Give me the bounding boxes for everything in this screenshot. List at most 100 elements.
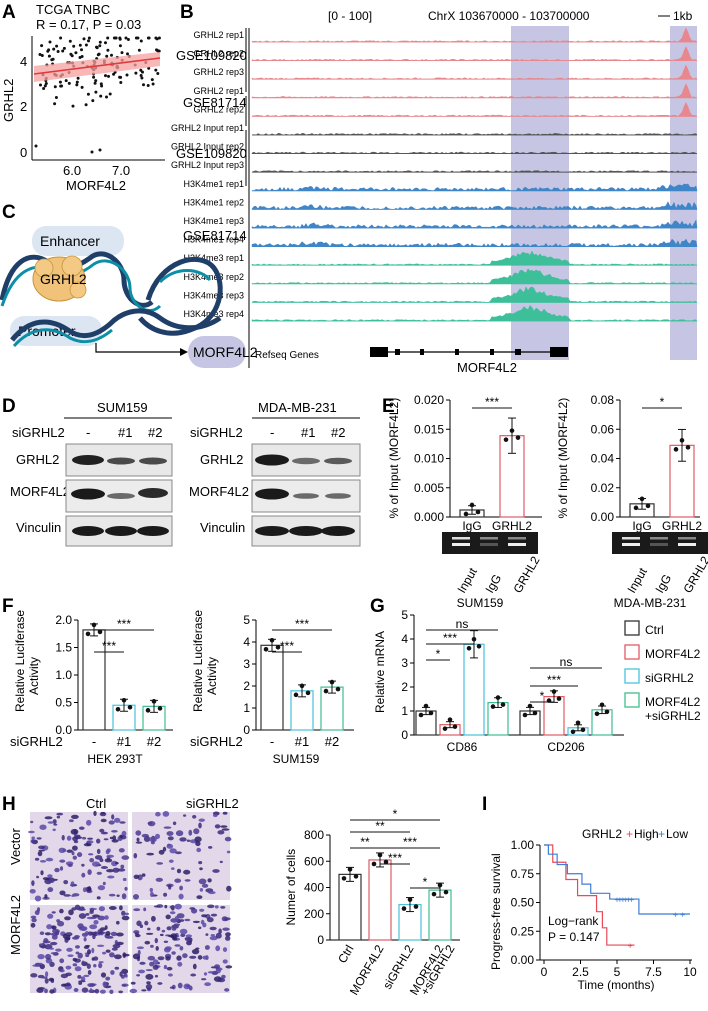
y-tick-label: 0.010 [414,452,444,466]
stained-cell [89,907,98,911]
scatter-point [107,74,110,78]
sig-label: *** [388,851,402,865]
stained-cell [71,907,77,911]
sig-label: * [540,689,545,703]
stained-cell [100,818,107,823]
stained-cell [147,821,156,827]
b-group-2: GSE81714 [183,95,247,110]
stained-cell [111,947,118,951]
replicate-dot [293,692,299,698]
y-tick-label: 1.00 [511,838,535,852]
c-target: MORF4L2 [193,344,258,360]
scatter-point [104,41,107,45]
f-condition: siGRHL2 [10,734,63,749]
stained-cell [169,986,175,989]
scatter-point [136,36,140,40]
stained-cell [98,906,105,912]
scatter-point [64,79,68,83]
stained-cell [168,859,174,863]
stained-cell [150,891,154,898]
stained-cell [112,835,117,841]
stained-cell [125,912,129,916]
d-prot-1a: GRHL2 [16,452,59,467]
stained-cell [121,855,130,860]
scatter-point [43,84,47,88]
stained-cell [48,977,54,982]
scatter-point [120,51,124,55]
stained-cell [171,951,176,955]
replicate-dot [329,679,335,685]
a-ylabel: GRHL2 [1,79,16,122]
panel-label-c: C [2,202,16,223]
stained-cell [209,935,218,941]
stained-cell [144,940,151,945]
stained-cell [45,953,52,960]
gel-band [508,537,526,540]
stained-cell [172,821,177,826]
stained-cell [118,848,125,853]
replicate-dot [335,686,341,692]
replicate-dot [115,706,121,712]
dna-lower [10,308,222,342]
stained-cell [152,964,159,970]
stained-cell [122,952,127,958]
stained-cell [62,933,68,939]
stained-cell [141,833,149,838]
stained-cell [191,909,196,912]
censor-mark: + [614,895,619,905]
stained-cell [66,947,73,952]
stained-cell [118,990,123,994]
stained-cell [144,920,149,926]
stained-cell [78,913,87,919]
panel-label-d: D [2,396,16,417]
gel-lane-label: Input [624,565,650,596]
highlight-promoter [511,26,569,360]
sig-label: * [393,807,398,821]
stained-cell [207,904,215,909]
scatter-point [99,94,103,98]
censor-mark: + [626,895,631,905]
scatter-point [151,82,155,86]
gel-band [508,543,526,546]
stained-cell [121,984,127,987]
scatter-point [100,84,104,88]
stained-cell [138,969,146,974]
scatter-point [75,80,79,84]
track-label: GRHL2 rep3 [193,67,244,77]
stained-cell [34,857,40,861]
track-label: H3K4me1 rep2 [183,197,244,207]
stained-cell [44,894,48,899]
scatter-point [82,37,86,41]
replicate-dot [407,897,413,902]
stained-cell [201,914,208,918]
stained-cell [104,858,113,863]
stained-cell [99,989,106,994]
g-group-label: CD86 [447,740,478,754]
stained-cell [31,880,35,886]
stained-cell [112,944,121,949]
stained-cell [163,826,172,829]
y-tick-label: 0.08 [591,393,615,407]
track-label: H3K4me1 rep4 [183,235,244,245]
sig-label: *** [443,631,457,645]
stained-cell [203,972,208,976]
stained-cell [174,851,182,855]
stained-cell [72,845,78,851]
coverage-track [251,268,698,285]
replicate-dot [401,906,407,911]
stained-cell [222,927,230,931]
stained-cell [50,952,57,955]
replicate-dot [121,697,127,703]
stained-cell [157,982,163,985]
panel-a-stats: R = 0.17, P = 0.03 [36,17,141,32]
scatter-point [105,95,108,99]
x-tick-label: 0 [541,965,548,979]
stained-cell [67,954,74,957]
stained-cell [72,855,78,860]
stained-cell [102,981,108,988]
gel-band [480,537,498,540]
i-legend-title: GRHL2 [582,827,622,841]
stained-cell [189,955,197,959]
b-region: ChrX 103670000 - 103700000 [428,9,590,23]
